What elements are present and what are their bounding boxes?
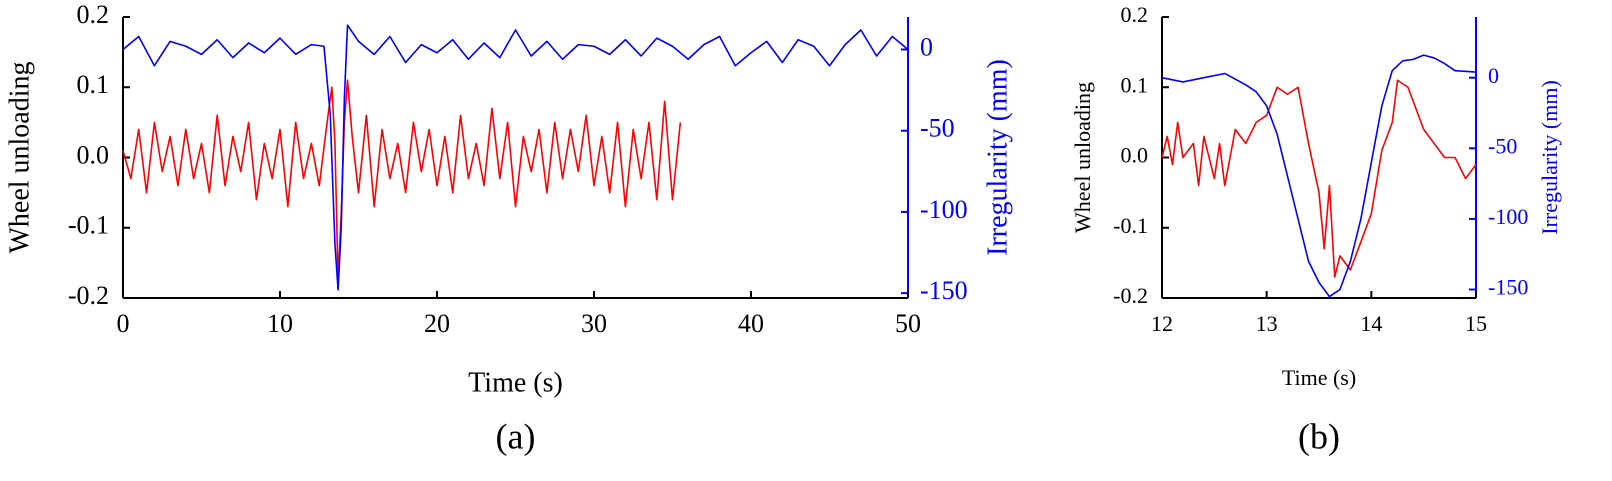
y2-axis-title: Irregularity (mm) <box>982 59 1013 256</box>
y-tick-label: -0.1 <box>1113 213 1148 238</box>
x-tick-label: 0 <box>117 309 130 338</box>
panel-caption: (b) <box>1298 416 1340 456</box>
y2-tick-label: 0 <box>1488 63 1499 88</box>
y-axis-title: Wheel unloading <box>4 61 35 253</box>
y2-axis-title: Irregularity (mm) <box>1537 80 1562 235</box>
x-axis-title: Time (s) <box>1282 365 1356 390</box>
x-tick-label: 50 <box>895 309 921 338</box>
x-tick-label: 12 <box>1151 311 1173 336</box>
y-tick-label: -0.2 <box>1113 283 1148 308</box>
x-tick-label: 14 <box>1360 311 1382 336</box>
data-line <box>122 79 682 282</box>
x-tick-label: 30 <box>581 309 607 338</box>
x-tick-label: 40 <box>738 309 764 338</box>
x-axis-title: Time (s) <box>468 367 563 398</box>
panel-caption: (a) <box>496 416 536 456</box>
y-tick-label: 0.0 <box>77 140 110 169</box>
y2-tick-label: -50 <box>920 114 955 143</box>
data-line <box>1161 54 1477 298</box>
y2-tick-label: -100 <box>1488 204 1528 229</box>
y-tick-label: 0.2 <box>77 0 110 29</box>
y-tick-label: 0.1 <box>1121 72 1149 97</box>
y2-tick-label: -100 <box>920 195 968 224</box>
y2-tick-label: 0 <box>920 32 933 61</box>
data-line <box>122 24 909 291</box>
x-tick-label: 10 <box>267 309 293 338</box>
data-line <box>1161 79 1477 278</box>
y2-tick-label: -150 <box>920 276 968 305</box>
y-tick-label: 0.1 <box>77 70 110 99</box>
y-tick-label: 0.0 <box>1121 143 1149 168</box>
x-tick-label: 20 <box>424 309 450 338</box>
x-tick-label: 13 <box>1256 311 1278 336</box>
y-axis-title: Wheel unloading <box>1070 82 1095 233</box>
x-tick-label: 15 <box>1465 311 1487 336</box>
y-tick-label: -0.1 <box>68 211 109 240</box>
y-tick-label: 0.2 <box>1121 2 1149 27</box>
y2-tick-label: -150 <box>1488 275 1528 300</box>
y2-tick-label: -50 <box>1488 133 1517 158</box>
y-tick-label: -0.2 <box>68 281 109 310</box>
